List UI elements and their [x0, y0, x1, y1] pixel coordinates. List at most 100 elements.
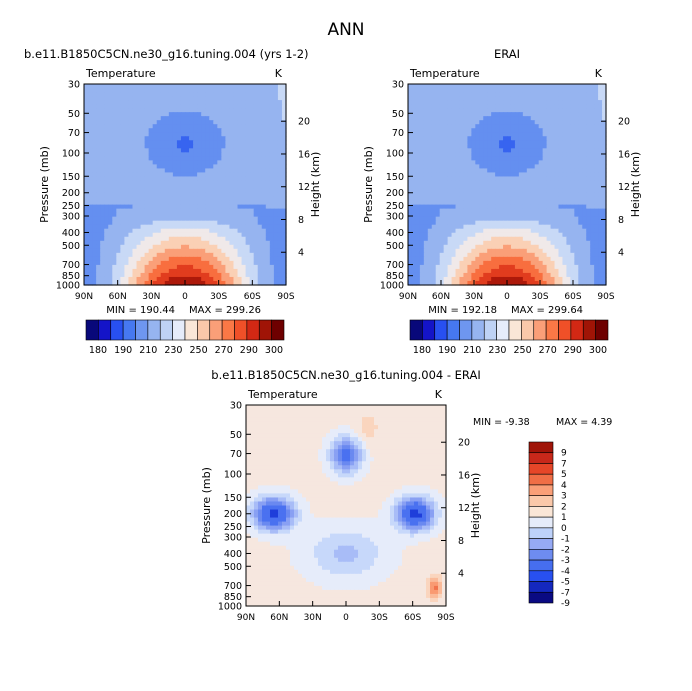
heat-cell: [598, 252, 603, 258]
heat-cell: [491, 132, 496, 137]
heat-cell: [84, 192, 89, 198]
heat-cell: [550, 168, 556, 174]
y-tick-label: 500: [62, 241, 80, 252]
heat-cell: [443, 196, 449, 202]
heat-cell: [265, 84, 271, 89]
heat-cell: [487, 192, 492, 198]
heat-cell: [265, 220, 271, 226]
heat-cell: [92, 140, 97, 145]
heat-cell: [499, 84, 504, 89]
heat-cell: [582, 200, 587, 206]
heat-cell: [185, 264, 190, 270]
heat-cell: [84, 212, 89, 218]
heat-cell: [96, 96, 101, 101]
heat-cell: [602, 136, 607, 141]
heat-cell: [550, 120, 556, 125]
heat-cell: [160, 264, 166, 270]
heat-cell: [578, 272, 583, 278]
heat-cell: [574, 260, 579, 266]
heat-cell: [447, 152, 453, 157]
heat-cell: [92, 88, 97, 93]
heat-cell: [92, 204, 97, 210]
heat-cell: [566, 112, 571, 117]
heat-cell: [128, 116, 134, 121]
heat-cell: [185, 124, 190, 129]
heat-cell: [534, 268, 540, 274]
heat-cell: [562, 216, 567, 222]
heat-cell: [455, 196, 461, 202]
heat-cell: [499, 92, 504, 97]
heat-cell: [435, 228, 441, 234]
heat-cell: [172, 264, 178, 270]
heat-cell: [92, 168, 97, 174]
heat-cell: [530, 176, 536, 182]
heat-cell: [96, 180, 101, 186]
heat-cell: [180, 204, 186, 210]
heat-cell: [233, 196, 239, 202]
heat-cell: [172, 180, 178, 186]
heat-cell: [96, 104, 101, 109]
heat-cell: [479, 220, 484, 226]
heat-cell: [499, 256, 504, 262]
heat-cell: [229, 204, 235, 210]
heat-cell: [201, 116, 206, 121]
heat-cell: [411, 276, 417, 282]
heat-cell: [132, 216, 138, 222]
heat-cell: [554, 268, 560, 274]
heat-cell: [443, 128, 449, 133]
heat-cell: [479, 196, 484, 202]
heat-cell: [463, 88, 468, 93]
heat-cell: [574, 240, 579, 246]
heat-cell: [116, 140, 121, 145]
heat-cell: [495, 216, 500, 222]
heat-cell: [237, 224, 243, 230]
heat-cell: [229, 152, 235, 157]
heat-cell: [249, 244, 255, 250]
heat-cell: [148, 184, 154, 190]
heat-cell: [491, 200, 496, 206]
heat-cell: [538, 160, 544, 165]
heat-cell: [261, 116, 267, 121]
heat-cell: [566, 196, 571, 202]
heat-cell: [132, 160, 138, 165]
heat-cell: [205, 92, 210, 97]
heat-cell: [201, 200, 206, 206]
heat-cell: [574, 164, 579, 170]
heat-cell: [566, 232, 571, 238]
heat-cell: [590, 232, 595, 238]
heat-cell: [538, 92, 544, 97]
heat-cell: [578, 108, 583, 113]
heat-cell: [100, 268, 105, 274]
heat-cell: [558, 228, 564, 234]
heat-cell: [419, 180, 425, 186]
y-tick-label: 300: [62, 211, 80, 222]
heat-cell: [586, 268, 591, 274]
heat-cell: [104, 124, 109, 129]
heat-cell: [562, 240, 567, 246]
y-tick-label: 30: [68, 80, 80, 91]
heat-cell: [554, 96, 560, 101]
heat-cell: [447, 136, 453, 141]
heat-cell: [495, 84, 500, 89]
heat-cell: [455, 184, 461, 190]
heat-cell: [124, 220, 130, 226]
heat-cell: [503, 272, 508, 278]
heat-cell: [257, 256, 263, 262]
heat-cell: [467, 192, 472, 198]
heat-cell: [233, 276, 239, 282]
heat-cell: [578, 136, 583, 141]
heat-cell: [128, 240, 134, 246]
heat-cell: [176, 256, 182, 262]
heat-cell: [475, 112, 480, 117]
heat-cell: [463, 132, 468, 137]
heat-cell: [431, 116, 437, 121]
heat-cell: [241, 192, 247, 198]
heat-cell: [209, 100, 214, 105]
heat-cell: [514, 136, 520, 141]
heat-cell: [423, 132, 429, 137]
heat-cell: [522, 168, 528, 174]
heat-cell: [431, 260, 437, 266]
heat-cell: [221, 204, 226, 210]
heat-cell: [562, 108, 567, 113]
heat-cell: [205, 104, 210, 109]
